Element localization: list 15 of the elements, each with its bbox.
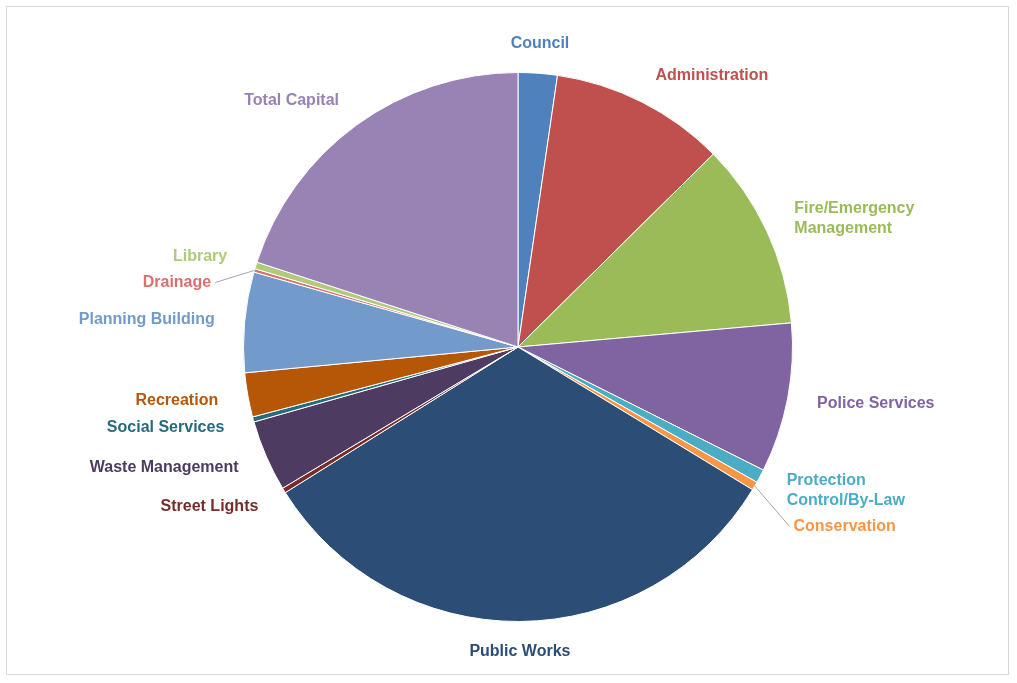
- slice-label: Drainage: [142, 272, 212, 290]
- slice-label: Protection Control/By-Law: [786, 470, 906, 508]
- slice-label: Waste Management: [89, 458, 240, 476]
- slice-label: Fire/Emergency Management: [794, 199, 915, 237]
- slice-label: Conservation: [793, 516, 896, 534]
- slice-label: Street Lights: [160, 496, 259, 514]
- slice-label: Recreation: [135, 390, 219, 408]
- slice-label: Administration: [655, 65, 769, 83]
- slice-label: Police Services: [817, 394, 935, 412]
- slice-label: Planning Building: [78, 309, 215, 327]
- slice-label: Council: [510, 33, 570, 51]
- slice-label: Library: [172, 246, 228, 264]
- slice-label: Social Services: [106, 417, 225, 435]
- slice-label: Total Capital: [244, 91, 340, 109]
- slice-label: Public Works: [469, 641, 571, 659]
